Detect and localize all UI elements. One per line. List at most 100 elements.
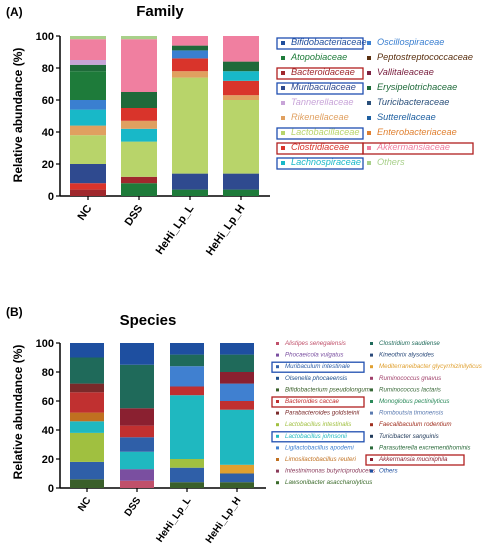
legend-swatch: [367, 131, 371, 135]
x-tick-label: NC: [76, 495, 93, 513]
legend-label: Parasutterella excrementihominis: [379, 444, 470, 451]
bar-segment: [70, 109, 106, 126]
legend-label: Bifidobacteriaceae: [291, 37, 367, 47]
bar-segment: [172, 189, 208, 196]
legend-highlight-box: [365, 454, 465, 466]
legend-label: Turicibacteraceae: [377, 97, 449, 107]
bar-segment: [70, 39, 106, 60]
legend-swatch: [367, 41, 371, 45]
bar-segment: [70, 461, 104, 480]
legend-swatch: [367, 101, 371, 105]
y-tick-label: 40: [42, 425, 54, 437]
y-tick-label: 60: [42, 396, 54, 408]
y-tick-label: 40: [42, 127, 54, 139]
legend-label: Bacteroidaceae: [291, 67, 355, 77]
legend-label: Limosilactobacillus reuteri: [285, 456, 356, 463]
legend-label: Monoglobus pectinilyticus: [379, 398, 450, 405]
bar-segment: [70, 357, 104, 384]
panel-b-title: Species: [120, 312, 177, 329]
legend-swatch: [370, 458, 373, 461]
legend-highlight-box: [271, 431, 365, 443]
legend-label: Ruminococcus lactaris: [379, 386, 441, 393]
bar-segment: [70, 135, 106, 164]
legend-swatch: [281, 116, 285, 120]
bar-segment: [121, 36, 157, 40]
legend-highlight-box: [271, 396, 365, 408]
legend-swatch: [276, 342, 279, 345]
legend-swatch: [367, 116, 371, 120]
bar-segment: [121, 141, 157, 177]
x-tick-label: HeHi_Lp_H: [204, 203, 248, 258]
panel-a-ylabel: Relative abundance (%): [11, 48, 25, 183]
bar-segment: [120, 469, 154, 481]
bar-segment: [70, 183, 106, 190]
bar-segment: [170, 366, 204, 387]
family-legend: Bifidobacteriaceae Atopobiaceae Bacteroida…: [276, 37, 474, 170]
x-tick-label: NC: [76, 203, 95, 223]
panel-b-ylabel: Relative abundance (%): [11, 345, 25, 480]
legend-label: Oscillospiraceae: [377, 37, 444, 47]
legend-swatch: [367, 56, 371, 60]
bar-segment: [170, 386, 204, 396]
bar-segment: [172, 71, 208, 78]
legend-swatch: [367, 86, 371, 90]
legend-label: Rikenellaceae: [291, 112, 349, 122]
legend-label: Alistipes senegalensis: [284, 340, 346, 347]
legend-swatch: [281, 56, 285, 60]
legend-swatch: [370, 411, 373, 415]
bar-segment: [220, 482, 254, 488]
legend-label: Vallitaleaceae: [377, 67, 434, 77]
bar-segment: [120, 408, 154, 426]
legend-label: Ligilactobacillus apodemi: [285, 444, 354, 451]
legend-label: Muribaculum intestinale: [285, 363, 351, 370]
bar-segment: [70, 125, 106, 136]
y-tick-label: 20: [42, 454, 54, 466]
bar-segment: [223, 173, 259, 190]
legend-label: Lactobacillus johnsonii: [285, 433, 348, 440]
legend-label: Ruminococcus gnavus: [379, 375, 441, 382]
legend-highlight-box: [276, 157, 364, 170]
y-tick-label: 60: [42, 95, 54, 107]
species-legend: Alistipes senegalensis Phocaeicola vulgat…: [271, 340, 482, 486]
legend-highlight-box: [276, 127, 364, 140]
legend-swatch: [281, 146, 285, 150]
bar-segment: [70, 412, 104, 422]
legend-swatch: [281, 71, 285, 75]
legend-swatch: [370, 423, 373, 427]
bar-segment: [70, 164, 106, 184]
legend-swatch: [370, 400, 373, 403]
bar-segment: [70, 392, 104, 413]
bar-segment: [170, 354, 204, 367]
bar-segment: [121, 39, 157, 92]
bar-segment: [70, 189, 106, 196]
legend-label: Others: [379, 468, 398, 475]
legend-swatch: [276, 423, 279, 427]
bar-segment: [121, 120, 157, 129]
legend-label: Others: [377, 157, 405, 167]
y-tick-label: 80: [42, 367, 54, 379]
y-tick-label: 0: [48, 191, 54, 203]
legend-swatch: [276, 376, 279, 380]
bar-segment: [70, 71, 106, 100]
bar-segment: [172, 45, 208, 51]
legend-label: Peptostreptococcaceae: [377, 52, 473, 62]
legend-label: Sutterellaceae: [377, 112, 436, 122]
bar-segment: [70, 432, 104, 462]
y-tick-label: 20: [42, 159, 54, 171]
bar-segment: [170, 467, 204, 483]
legend-label: Romboutsia timonensis: [379, 410, 443, 417]
legend-swatch: [281, 86, 285, 90]
bar-segment: [172, 173, 208, 190]
bar-segment: [170, 395, 204, 459]
bar-segment: [120, 451, 154, 470]
legend-swatch: [370, 376, 373, 380]
bar-segment: [170, 459, 204, 468]
legend-swatch: [276, 446, 279, 450]
legend-swatch: [276, 469, 279, 473]
legend-label: Clostridium saudiense: [379, 340, 440, 347]
legend-label: Parabacteroides goldsteinii: [285, 410, 360, 417]
bar-segment: [70, 100, 106, 110]
legend-highlight-box: [276, 37, 364, 50]
y-tick-label: 0: [48, 483, 54, 495]
